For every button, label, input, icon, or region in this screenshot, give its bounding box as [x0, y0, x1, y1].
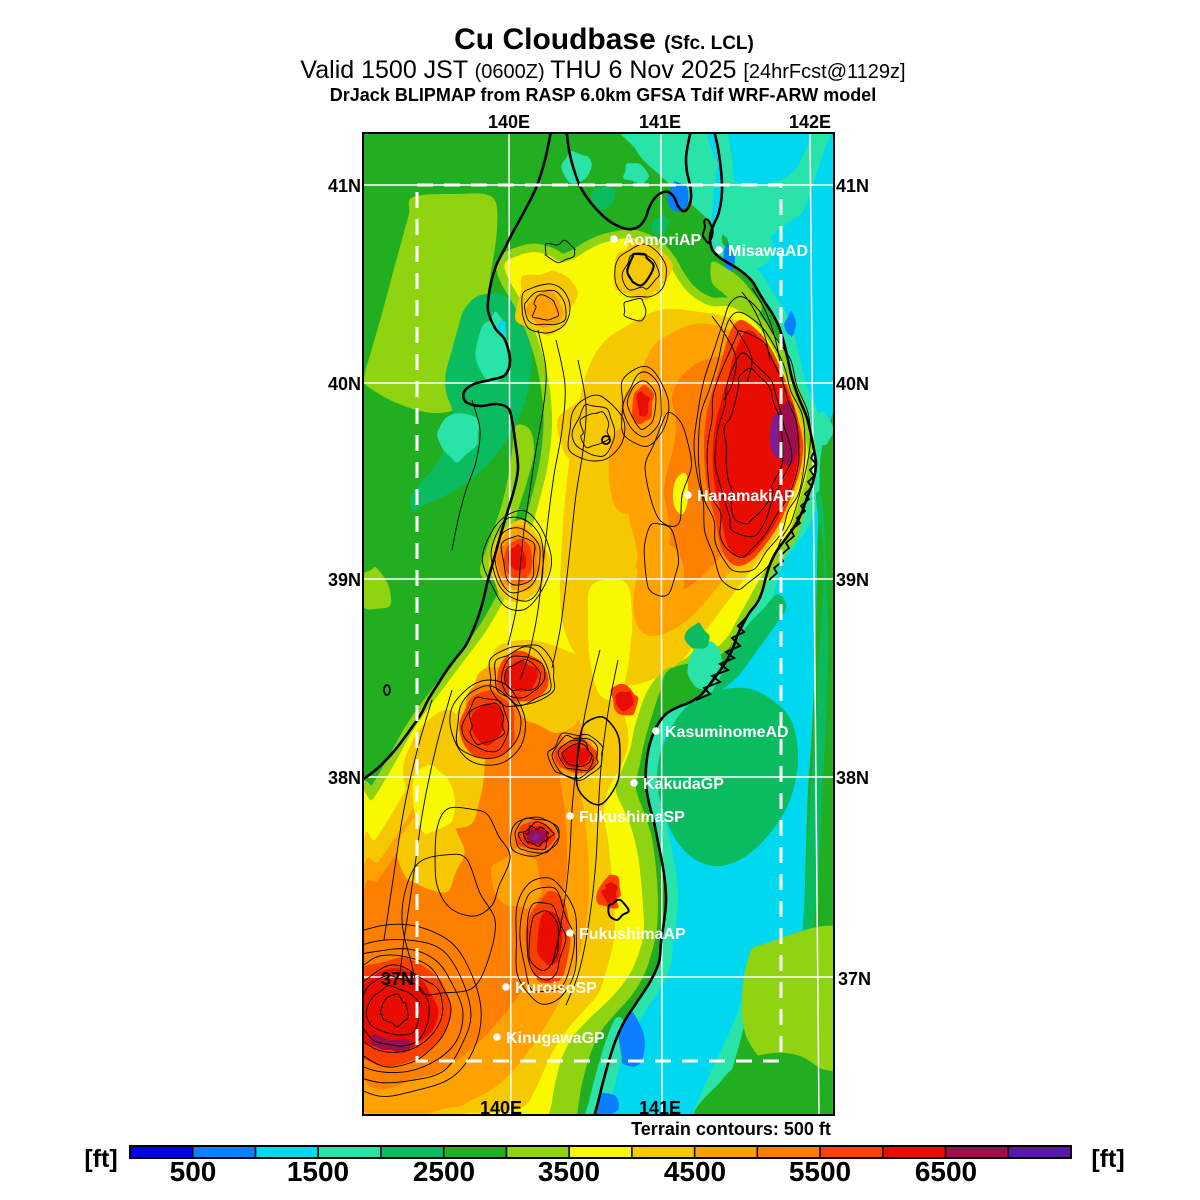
- svg-text:38N: 38N: [836, 768, 869, 788]
- svg-text:KuroisoSP: KuroisoSP: [515, 980, 597, 997]
- svg-text:2500: 2500: [413, 1156, 475, 1187]
- svg-text:[ft]: [ft]: [1091, 1145, 1124, 1173]
- svg-text:141E: 141E: [639, 112, 681, 132]
- svg-text:40N: 40N: [328, 374, 361, 394]
- svg-text:37N: 37N: [381, 969, 414, 989]
- svg-text:DrJack BLIPMAP from RASP 6.0km: DrJack BLIPMAP from RASP 6.0km GFSA Tdif…: [330, 85, 876, 105]
- svg-text:AomoriAP: AomoriAP: [623, 232, 702, 249]
- svg-text:[ft]: [ft]: [84, 1145, 117, 1173]
- svg-text:HanamakiAP: HanamakiAP: [697, 488, 795, 505]
- svg-text:41N: 41N: [836, 176, 869, 196]
- svg-text:39N: 39N: [328, 570, 361, 590]
- svg-text:FukushimaAP: FukushimaAP: [579, 926, 686, 943]
- svg-text:FukushimaSP: FukushimaSP: [579, 809, 685, 826]
- svg-text:KasuminomeAD: KasuminomeAD: [665, 724, 789, 741]
- svg-text:140E: 140E: [480, 1098, 522, 1118]
- svg-text:MisawaAD: MisawaAD: [728, 243, 808, 260]
- svg-text:38N: 38N: [328, 768, 361, 788]
- svg-text:Cu Cloudbase (Sfc. LCL): Cu Cloudbase (Sfc. LCL): [454, 23, 754, 56]
- svg-text:41N: 41N: [328, 176, 361, 196]
- svg-text:142E: 142E: [789, 112, 831, 132]
- svg-text:3500: 3500: [538, 1156, 600, 1187]
- svg-text:KakudaGP: KakudaGP: [643, 776, 724, 793]
- svg-text:39N: 39N: [836, 570, 869, 590]
- svg-text:141E: 141E: [639, 1098, 681, 1118]
- svg-text:40N: 40N: [836, 374, 869, 394]
- svg-text:Valid 1500 JST (0600Z) THU 6 N: Valid 1500 JST (0600Z) THU 6 Nov 2025 [2…: [300, 56, 905, 84]
- svg-text:KinugawaGP: KinugawaGP: [506, 1030, 605, 1047]
- svg-text:6500: 6500: [915, 1156, 977, 1187]
- svg-text:Terrain contours: 500 ft: Terrain contours: 500 ft: [631, 1119, 831, 1139]
- svg-text:4500: 4500: [664, 1156, 726, 1187]
- svg-text:140E: 140E: [488, 112, 530, 132]
- svg-text:37N: 37N: [838, 969, 871, 989]
- svg-text:5500: 5500: [789, 1156, 851, 1187]
- svg-text:500: 500: [170, 1156, 217, 1187]
- svg-text:1500: 1500: [287, 1156, 349, 1187]
